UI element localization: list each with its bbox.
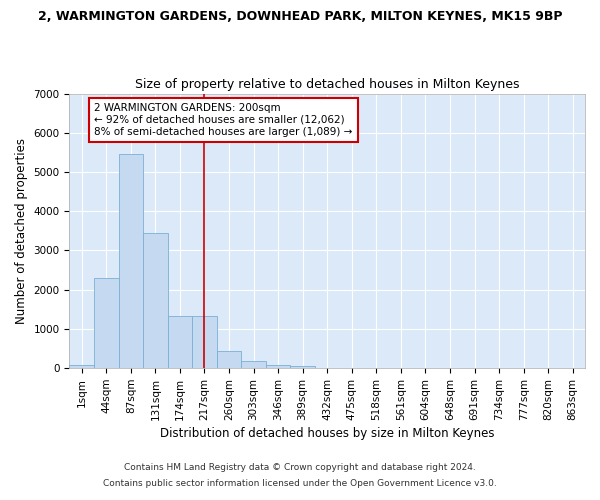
Bar xyxy=(192,316,217,368)
Text: Contains public sector information licensed under the Open Government Licence v3: Contains public sector information licen… xyxy=(103,478,497,488)
Y-axis label: Number of detached properties: Number of detached properties xyxy=(15,138,28,324)
Text: Contains HM Land Registry data © Crown copyright and database right 2024.: Contains HM Land Registry data © Crown c… xyxy=(124,464,476,472)
Bar xyxy=(266,365,290,368)
Text: 2, WARMINGTON GARDENS, DOWNHEAD PARK, MILTON KEYNES, MK15 9BP: 2, WARMINGTON GARDENS, DOWNHEAD PARK, MI… xyxy=(38,10,562,23)
Bar xyxy=(290,366,315,368)
Bar xyxy=(217,351,241,368)
Bar xyxy=(167,316,192,368)
X-axis label: Distribution of detached houses by size in Milton Keynes: Distribution of detached houses by size … xyxy=(160,427,494,440)
Bar xyxy=(143,233,167,368)
Title: Size of property relative to detached houses in Milton Keynes: Size of property relative to detached ho… xyxy=(135,78,520,91)
Bar xyxy=(119,154,143,368)
Text: 2 WARMINGTON GARDENS: 200sqm
← 92% of detached houses are smaller (12,062)
8% of: 2 WARMINGTON GARDENS: 200sqm ← 92% of de… xyxy=(94,104,352,136)
Bar xyxy=(70,366,94,368)
Bar xyxy=(241,362,266,368)
Bar xyxy=(94,278,119,368)
